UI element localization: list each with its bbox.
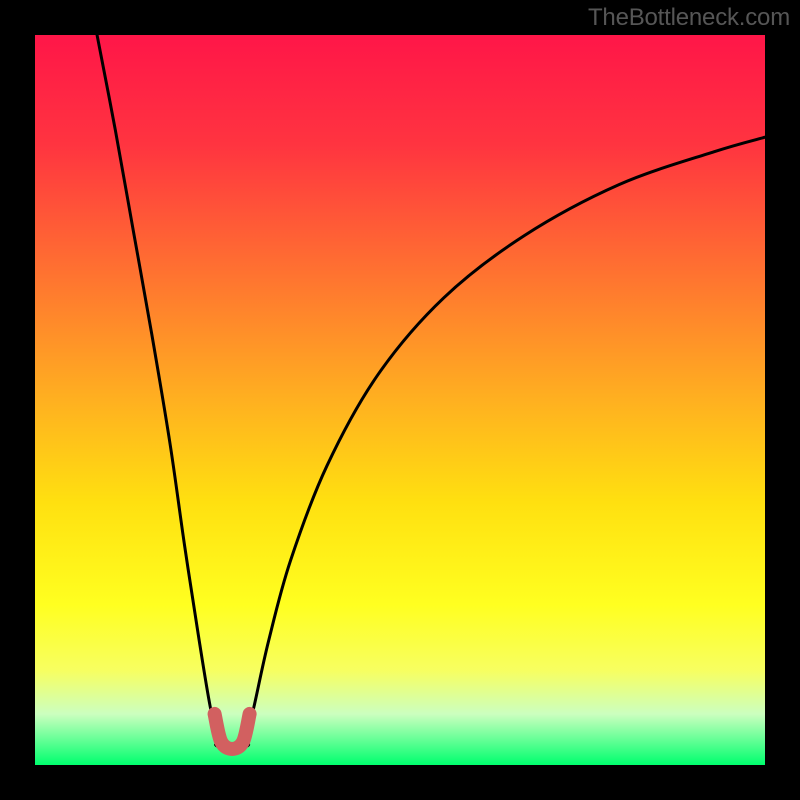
chart-stage: TheBottleneck.com — [0, 0, 800, 800]
gradient-panel — [35, 35, 765, 765]
attribution-text: TheBottleneck.com — [588, 4, 790, 32]
